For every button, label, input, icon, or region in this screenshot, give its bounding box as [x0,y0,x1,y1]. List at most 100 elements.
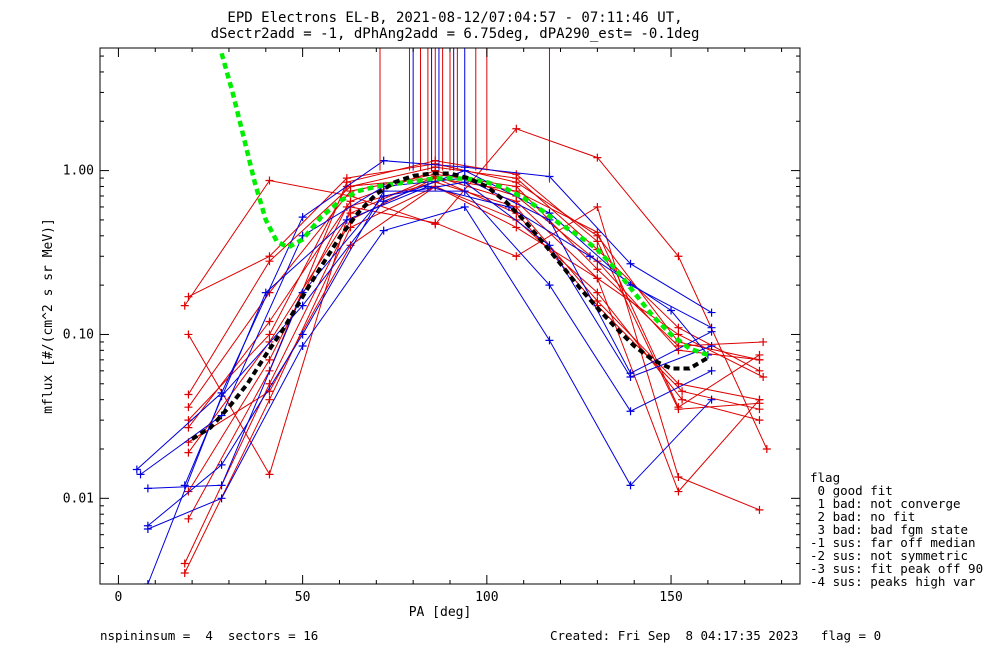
data-point-blue [132,465,141,474]
series-layer [132,52,771,584]
y-axis-label: mflux [#/(cm^2 s sr MeV)] [41,218,56,414]
legend-item: -1 sus: far off median [810,535,976,550]
series-line-red [188,177,760,421]
data-point-blue [217,411,226,420]
data-point-red [184,448,193,457]
data-point-blue [460,178,469,187]
data-point-red [674,403,683,412]
x-tick-label: 100 [475,590,498,605]
data-point-blue [217,494,226,503]
data-point-red [593,228,602,237]
chart-title-line-1: EPD Electrons EL-B, 2021-08-12/07:04:57 … [227,10,682,26]
data-point-blue [379,226,388,235]
y-tick-label: 1.00 [63,164,94,179]
series-line-green [219,52,709,358]
data-point-red [512,124,521,133]
data-point-blue [626,407,635,416]
data-point-red [265,470,274,479]
data-point-red [512,252,521,261]
data-point-blue [298,342,307,351]
legend-title: flag [810,470,840,485]
series-line-blue [147,181,712,489]
data-point-red [755,505,764,514]
series-line-blue [184,185,709,486]
data-point-blue [143,484,152,493]
data-point-blue [460,187,469,196]
y-tick-label: 0.01 [63,491,94,506]
series-line-red [188,185,760,493]
data-point-red [674,323,683,332]
data-point-blue [626,259,635,268]
data-point-red [512,215,521,224]
data-point-red [678,387,687,396]
series-line-red [187,181,760,492]
data-point-red [265,395,274,404]
data-point-red [512,223,521,232]
data-point-red [593,237,602,246]
data-point-red [674,487,683,496]
vertical-lines-layer [379,48,550,183]
data-point-red [180,559,189,568]
data-point-blue [298,213,307,222]
data-point-blue [626,481,635,490]
data-point-blue [707,323,716,332]
data-point-red [759,373,768,382]
data-point-red [755,416,764,425]
data-point-red [674,330,683,339]
series-line-red [187,166,760,395]
x-tick-label: 150 [659,590,682,605]
data-point-blue [423,182,432,191]
data-point-red [759,337,768,346]
data-point-blue [136,470,145,479]
y-tick-label: 0.10 [63,327,94,342]
data-point-red [184,423,193,432]
data-point-red [265,317,274,326]
data-point-blue [626,373,635,382]
data-point-red [512,170,521,179]
series-line-blue [140,177,712,475]
data-point-red [755,395,764,404]
data-point-blue [217,481,226,490]
data-point-red [674,472,683,481]
data-point-red [431,218,440,227]
data-point-red [755,350,764,359]
legend-item: 0 good fit [810,483,893,498]
series-line-blue [136,160,712,470]
data-point-red [265,355,274,364]
chart-title-line-2: dSectr2add = -1, dPhAng2add = 6.75deg, d… [211,26,700,42]
data-point-blue [217,460,226,469]
data-point-blue [143,580,152,584]
data-point-red [755,366,764,375]
data-point-blue [707,342,716,351]
data-point-red [674,252,683,261]
data-point-red [678,395,687,404]
data-point-red [184,514,193,523]
data-point-red [180,301,189,310]
data-point-blue [545,281,554,290]
x-tick-label: 0 [115,590,123,605]
data-point-red [184,403,193,412]
x-axis-label: PA [deg] [409,605,472,620]
data-point-red [180,569,189,578]
series-line-blue [147,190,712,527]
data-point-red [265,176,274,185]
data-point-red [184,330,193,339]
data-point-blue [707,366,716,375]
data-point-blue [379,156,388,165]
legend-item: -3 sus: fit peak off 90 [810,561,983,576]
data-point-red [593,265,602,274]
data-point-blue [298,301,307,310]
data-point-blue [460,202,469,211]
series-line-red [188,163,760,361]
data-point-blue [667,306,676,315]
data-point-red [265,257,274,266]
x-tick-label: 50 [295,590,311,605]
data-point-blue [586,252,594,261]
axes-layer: 0 50 100 150 0.01 0.10 1.00 [63,48,800,605]
series-line-red [187,173,764,408]
series-line-red [187,206,760,511]
data-point-blue [545,336,554,345]
legend-item: 2 bad: no fit [810,509,915,524]
legend-item: -2 sus: not symmetric [810,548,968,563]
